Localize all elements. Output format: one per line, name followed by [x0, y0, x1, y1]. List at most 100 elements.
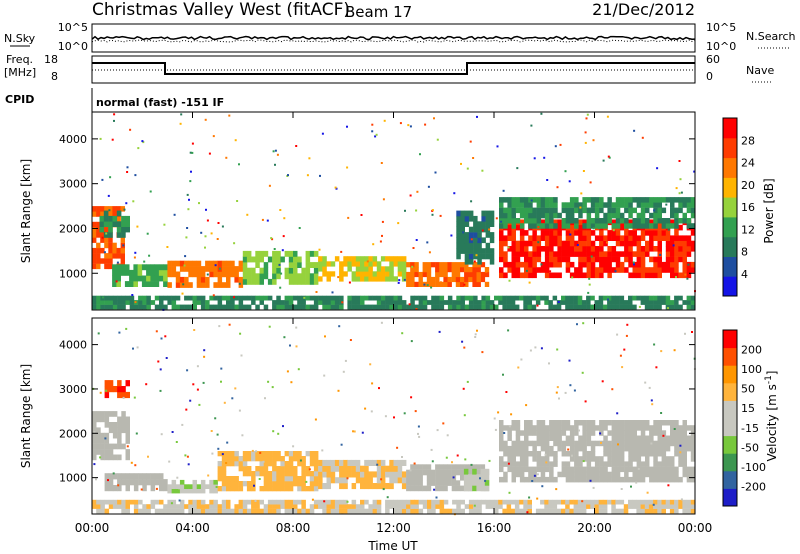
heatmap-cell	[515, 272, 521, 279]
heatmap-cell	[121, 295, 126, 301]
heatmap-cell	[594, 456, 600, 462]
heatmap-cell	[105, 232, 108, 235]
heatmap-cell	[682, 430, 687, 436]
heatmap-cell	[648, 386, 651, 389]
heatmap-cell	[267, 481, 273, 487]
heatmap-cell	[678, 504, 683, 509]
heatmap-cell	[665, 235, 671, 241]
heatmap-cell	[424, 123, 427, 126]
heatmap-cell	[136, 346, 139, 349]
heatmap-cell	[525, 269, 528, 272]
heatmap-cell	[176, 476, 179, 479]
heatmap-cell	[590, 202, 596, 208]
heatmap-cell	[376, 276, 382, 282]
heatmap-cell	[653, 218, 658, 224]
heatmap-cell	[92, 295, 97, 301]
heatmap-cell	[511, 471, 516, 478]
heatmap-cell	[371, 382, 374, 385]
heatmap-cell	[203, 355, 206, 358]
colorbar-swatch	[723, 418, 737, 437]
freq-left-tick-bottom: 8	[51, 70, 58, 83]
station-title: Christmas Valley West (fitACF)	[92, 0, 350, 20]
heatmap-cell	[422, 485, 427, 492]
heatmap-cell	[435, 281, 440, 287]
heatmap-cell	[611, 461, 617, 467]
heatmap-cell	[499, 235, 504, 241]
heatmap-cell	[108, 226, 113, 233]
heatmap-cell	[209, 266, 214, 272]
heatmap-cell	[221, 471, 227, 477]
heatmap-cell	[115, 280, 118, 283]
heatmap-cell	[473, 499, 478, 505]
heatmap-cell	[582, 230, 587, 236]
heatmap-cell	[599, 432, 602, 435]
heatmap-cell	[615, 240, 621, 247]
heatmap-cell	[185, 236, 188, 239]
heatmap-cell	[368, 477, 373, 484]
heatmap-cell	[481, 229, 484, 232]
nsearch-trace	[91, 39, 696, 43]
heatmap-cell	[569, 471, 575, 478]
heatmap-cell	[326, 459, 331, 466]
heatmap-cell	[251, 456, 256, 462]
heatmap-cell	[528, 420, 533, 426]
heatmap-cell	[674, 435, 679, 441]
heatmap-cell	[361, 431, 364, 434]
heatmap-cell	[255, 295, 260, 301]
heatmap-cell	[200, 479, 206, 485]
heatmap-cell	[289, 344, 291, 347]
heatmap-cell	[189, 399, 192, 402]
heatmap-cell	[447, 267, 452, 273]
heatmap-cell	[553, 207, 558, 214]
heatmap-cell	[682, 461, 687, 467]
heatmap-cell	[686, 240, 692, 247]
heatmap-cell	[645, 272, 650, 279]
heatmap-cell	[108, 237, 113, 243]
heatmap-cell	[368, 261, 373, 267]
heatmap-cell	[499, 256, 504, 263]
heatmap-cell	[489, 237, 495, 244]
heatmap-cell	[397, 499, 403, 505]
heatmap-cell	[360, 276, 365, 282]
heatmap-cell	[582, 207, 587, 214]
heatmap-cell	[272, 504, 277, 509]
heatmap-cell	[603, 425, 608, 431]
heatmap-cell	[477, 242, 482, 249]
heatmap-cell	[615, 451, 621, 457]
heatmap-cell	[383, 119, 386, 122]
heatmap-cell	[112, 472, 115, 475]
heatmap-cell	[179, 304, 185, 310]
heatmap-cell	[108, 443, 114, 450]
heatmap-cell	[99, 137, 102, 140]
heatmap-cell	[598, 304, 604, 310]
heatmap-cell	[360, 271, 365, 277]
heatmap-cell	[293, 456, 298, 462]
heatmap-cell	[540, 112, 543, 115]
heatmap-cell	[301, 486, 306, 492]
heatmap-cell	[318, 471, 323, 478]
heatmap-cell	[594, 202, 600, 208]
heatmap-cell	[146, 275, 151, 282]
heatmap-cell	[280, 456, 285, 462]
heatmap-cell	[447, 300, 453, 305]
heatmap-cell	[382, 488, 385, 491]
heatmap-cell	[653, 499, 658, 505]
heatmap-cell	[360, 266, 365, 272]
heatmap-cell	[611, 230, 617, 236]
heatmap-cell	[690, 197, 696, 203]
heatmap-cell	[129, 479, 135, 486]
heatmap-cell	[523, 504, 528, 509]
heatmap-cell	[632, 218, 637, 224]
heatmap-cell	[116, 216, 121, 222]
heatmap-cell	[318, 276, 323, 282]
heatmap-cell	[451, 267, 457, 273]
heatmap-cell	[511, 218, 516, 224]
heatmap-cell	[198, 202, 200, 205]
heatmap-cell	[665, 223, 671, 229]
heatmap-cell	[309, 476, 315, 482]
heatmap-cell	[125, 504, 130, 509]
heatmap-cell	[163, 504, 168, 509]
heatmap-cell	[125, 479, 130, 486]
heatmap-cell	[100, 508, 105, 514]
heatmap-cell	[221, 266, 227, 272]
